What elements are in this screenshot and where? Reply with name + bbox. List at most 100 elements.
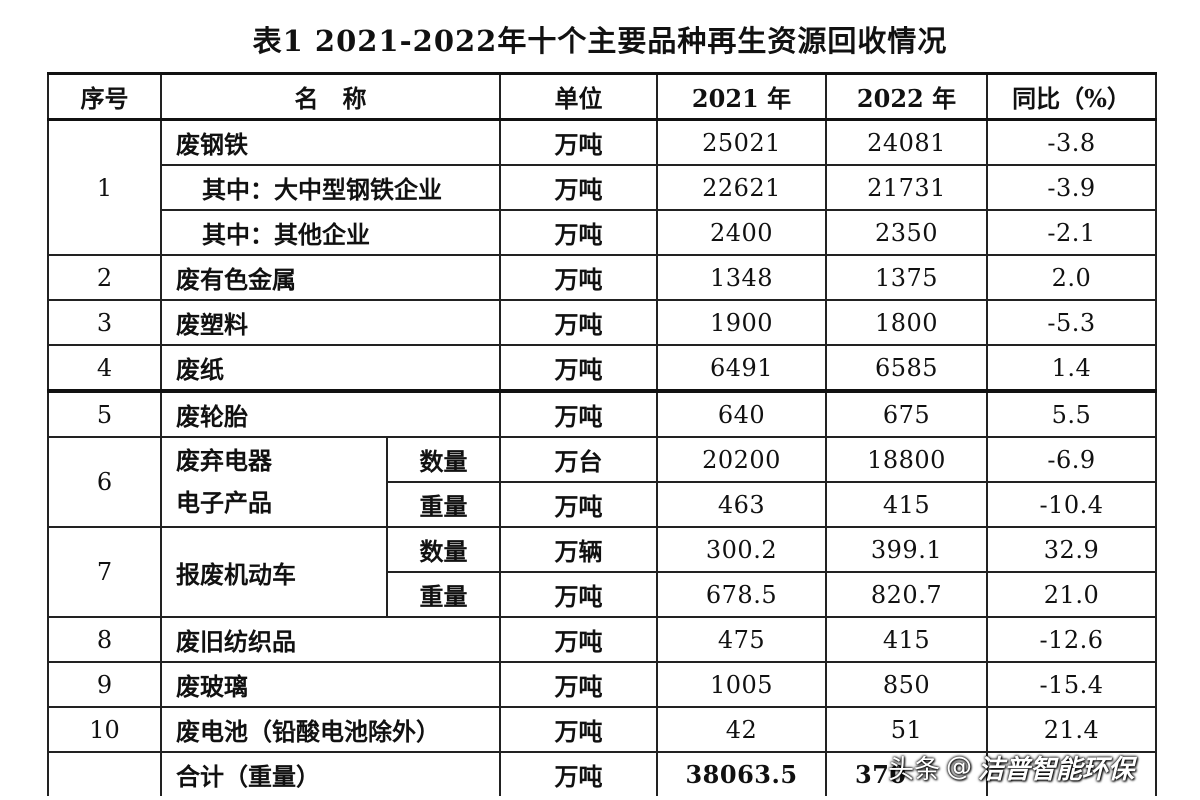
table-row: 其中：大中型钢铁企业 万吨 22621 21731 -3.9 [48, 164, 1157, 211]
value-2021-cell: 300.2 [656, 526, 827, 573]
value-2021-cell: 475 [656, 616, 827, 663]
seq-cell: 6 [47, 436, 162, 528]
unit-cell: 万吨 [499, 299, 658, 346]
source-watermark: 头条 @ 洁普智能环保 [888, 745, 1134, 789]
seq-cell: 3 [47, 299, 162, 346]
value-2021-cell: 20200 [656, 436, 827, 483]
name-cell: 废电池（铅酸电池除外） [160, 706, 501, 753]
watermark-brand: 洁普智能环保 [978, 754, 1135, 785]
value-2022-cell: 18800 [825, 436, 988, 483]
value-2021-cell: 640 [656, 389, 827, 438]
name-cell: 废钢铁 [160, 118, 501, 166]
value-2021-cell: 463 [656, 481, 827, 528]
table-row: 3 废塑料 万吨 1900 1800 -5.3 [47, 299, 1157, 346]
table-row: 重量 万吨 678.5 820.7 21.0 [48, 571, 1157, 618]
yoy-cell: -5.3 [986, 299, 1157, 346]
table-row: 7 报废机动车 数量 万辆 300.2 399.1 32.9 [47, 526, 1157, 618]
name-cell: 报废机动车 [160, 526, 388, 618]
unit-cell: 万吨 [499, 661, 658, 708]
value-2022-cell: 850 [825, 661, 988, 708]
sub-metric-cell: 数量 [386, 436, 501, 483]
unit-cell: 万吨 [499, 706, 658, 753]
unit-cell: 万吨 [499, 481, 658, 528]
watermark-at: @ [946, 752, 973, 782]
unit-cell: 万吨 [499, 254, 658, 301]
unit-cell: 万吨 [499, 344, 658, 392]
sub-metric-cell: 数量 [386, 526, 501, 573]
yoy-cell: -15.4 [986, 661, 1157, 708]
unit-cell: 万吨 [499, 751, 658, 796]
unit-cell: 万吨 [499, 118, 658, 166]
table-header-row: 序号 名 称 单位 2021 年 2022 年 同比（%） [47, 72, 1157, 121]
yoy-cell: 2.0 [986, 254, 1157, 301]
total-name-cell: 合计（重量） [160, 751, 501, 796]
name-cell: 其中：其他企业 [160, 209, 501, 256]
yoy-cell: -6.9 [986, 436, 1157, 483]
unit-cell: 万吨 [499, 164, 658, 211]
header-name: 名 称 [160, 72, 501, 121]
seq-cell: 8 [47, 616, 162, 663]
table-row: 10 废电池（铅酸电池除外） 万吨 42 51 21.4 [47, 706, 1157, 753]
total-2021-cell: 38063.5 [656, 751, 827, 796]
table-row: 6 废弃电器 电子产品 数量 万台 20200 18800 -6.9 [47, 436, 1157, 528]
table-row: 5 废轮胎 万吨 640 675 5.5 [47, 389, 1157, 438]
seq-cell: 5 [47, 389, 162, 438]
table-row: 2 废有色金属 万吨 1348 1375 2.0 [47, 254, 1157, 301]
name-cell: 废塑料 [160, 299, 501, 346]
value-2021-cell: 1005 [656, 661, 827, 708]
table-title: 表1 2021-2022年十个主要品种再生资源回收情况 [252, 24, 948, 58]
table-row: 其中：其他企业 万吨 2400 2350 -2.1 [48, 209, 1157, 256]
watermark-source: 头条 [888, 754, 941, 785]
value-2022-cell: 1800 [825, 299, 988, 346]
value-2021-cell: 1348 [656, 254, 827, 301]
unit-cell: 万吨 [499, 389, 658, 438]
yoy-cell: -3.9 [986, 164, 1157, 211]
seq-cell: 2 [47, 254, 162, 301]
table-row: 8 废旧纺织品 万吨 475 415 -12.6 [47, 616, 1157, 663]
value-2021-cell: 25021 [656, 118, 827, 166]
value-2022-cell: 675 [825, 389, 988, 438]
name-cell: 废有色金属 [160, 254, 501, 301]
yoy-cell: -10.4 [986, 481, 1157, 528]
total-yoy-cell [986, 751, 1157, 796]
seq-cell: 4 [47, 344, 162, 392]
value-2022-cell: 51 [825, 706, 988, 753]
value-2021-cell: 2400 [656, 209, 827, 256]
seq-cell: 7 [47, 526, 162, 618]
header-2021: 2021 年 [656, 72, 827, 121]
total-2022-cell: 370 [825, 751, 988, 796]
unit-cell: 万吨 [499, 616, 658, 663]
yoy-cell: -2.1 [986, 209, 1157, 256]
name-cell: 其中：大中型钢铁企业 [160, 164, 501, 211]
value-2021-cell: 678.5 [656, 571, 827, 618]
name-line: 电子产品 [176, 488, 272, 517]
value-2022-cell: 399.1 [825, 526, 988, 573]
value-2022-cell: 415 [825, 481, 988, 528]
seq-cell: 1 [47, 118, 162, 256]
name-cell: 废弃电器 电子产品 [160, 436, 388, 528]
table-row: 重量 万吨 463 415 -10.4 [48, 481, 1157, 528]
yoy-cell: 5.5 [986, 389, 1157, 438]
unit-cell: 万吨 [499, 209, 658, 256]
unit-cell: 万吨 [499, 571, 658, 618]
value-2022-cell: 1375 [825, 254, 988, 301]
value-2021-cell: 42 [656, 706, 827, 753]
seq-cell: 9 [47, 661, 162, 708]
header-seq: 序号 [47, 72, 162, 121]
table-row: 1 废钢铁 万吨 25021 24081 -3.8 [47, 118, 1157, 256]
total-row: 合计（重量） 万吨 38063.5 370 [47, 751, 1157, 796]
unit-cell: 万辆 [499, 526, 658, 573]
sub-metric-cell: 重量 [386, 571, 501, 618]
yoy-cell: 21.4 [986, 706, 1157, 753]
value-2022-cell: 415 [825, 616, 988, 663]
seq-cell: 10 [47, 706, 162, 753]
recycling-table: 序号 名 称 单位 2021 年 2022 年 同比（%） 1 废钢铁 万吨 2… [47, 72, 1157, 796]
value-2022-cell: 24081 [825, 118, 988, 166]
header-yoy: 同比（%） [986, 72, 1157, 121]
name-cell: 废纸 [160, 344, 501, 392]
value-2021-cell: 22621 [656, 164, 827, 211]
sub-metric-cell: 重量 [386, 481, 501, 528]
header-2022: 2022 年 [825, 72, 988, 121]
name-cell: 废旧纺织品 [160, 616, 501, 663]
value-2021-cell: 1900 [656, 299, 827, 346]
